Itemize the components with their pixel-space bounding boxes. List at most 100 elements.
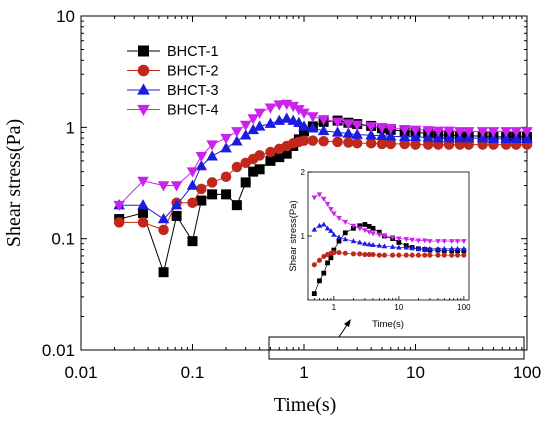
inset-data-point-bhct-2	[441, 252, 447, 258]
inset-data-point-bhct-4	[403, 237, 410, 243]
inset-data-point-bhct-4	[409, 237, 415, 243]
inset-data-point-bhct-4	[396, 236, 402, 242]
inset-data-point-bhct-2	[449, 252, 455, 258]
legend-item-bhct-1: BHCT-1	[127, 44, 219, 60]
data-point-bhct-2	[343, 137, 354, 148]
inset-data-point-bhct-2	[357, 251, 363, 257]
data-point-bhct-4	[376, 123, 388, 134]
data-point-bhct-4	[186, 167, 199, 178]
inset-data-point-bhct-4	[331, 211, 337, 217]
inset-data-point-bhct-2	[311, 262, 317, 268]
inset-data-point-bhct-3	[328, 228, 334, 233]
data-point-bhct-3	[247, 123, 259, 135]
zoom-region-box	[268, 336, 525, 360]
inset-y-axis-title: Shear stress(Pa)	[288, 200, 299, 271]
data-point-bhct-1	[265, 155, 276, 166]
data-point-bhct-3	[376, 129, 388, 141]
data-point-bhct-3	[365, 129, 377, 140]
data-point-bhct-2	[351, 137, 363, 149]
inset-data-point-bhct-3	[396, 244, 402, 250]
inset-data-point-bhct-4	[350, 223, 357, 229]
inset-data-point-bhct-4	[362, 228, 368, 234]
inset-series-bhct-2	[311, 250, 467, 268]
data-point-bhct-3	[137, 199, 149, 210]
data-point-bhct-2	[220, 171, 232, 182]
data-point-bhct-3	[351, 128, 363, 139]
inset-data-point-bhct-2	[316, 257, 322, 263]
inset-data-point-bhct-4	[366, 230, 372, 236]
legend-label: BHCT-1	[167, 44, 219, 60]
inset-data-point-bhct-2	[409, 252, 415, 258]
data-point-bhct-2	[231, 161, 243, 173]
inset-data-point-bhct-2	[422, 252, 428, 258]
inset-data-point-bhct-2	[427, 252, 433, 258]
data-point-bhct-3	[170, 199, 183, 210]
inset-data-point-bhct-1	[331, 247, 337, 253]
inset-data-point-bhct-4	[321, 196, 327, 202]
data-point-bhct-4	[331, 117, 344, 128]
inset-data-point-bhct-3	[389, 244, 396, 249]
data-point-bhct-4	[137, 176, 149, 187]
inset-data-point-bhct-2	[435, 252, 441, 258]
legend-label: BHCT-2	[167, 64, 219, 80]
legend: BHCT-1 BHCT-2 BHCT-3 BHCT-4	[127, 44, 219, 119]
inset-data-point-bhct-1	[357, 223, 363, 229]
inset-data-point-bhct-2	[415, 252, 421, 258]
data-point-bhct-4	[487, 127, 500, 138]
data-point-bhct-3	[385, 130, 397, 141]
inset-data-point-bhct-3	[454, 245, 461, 251]
legend-label: BHCT-4	[167, 103, 219, 119]
data-point-bhct-1	[254, 164, 265, 175]
y-tick-label: 0.1	[51, 230, 75, 249]
inset-data-point-bhct-2	[336, 250, 342, 256]
x-axis-title: Time(s)	[274, 394, 337, 416]
inset-x-tick-label: 100	[457, 303, 471, 312]
inset-data-point-bhct-3	[331, 231, 337, 237]
data-point-bhct-4	[500, 127, 512, 138]
data-point-bhct-4	[195, 151, 208, 163]
inset-x-tick-label: 1	[332, 303, 337, 312]
data-point-bhct-2	[254, 150, 265, 161]
zoom-pointer-arrowhead	[344, 319, 351, 327]
data-point-bhct-3	[220, 142, 232, 153]
data-point-bhct-3	[331, 126, 344, 137]
data-point-bhct-2	[385, 138, 397, 150]
data-point-bhct-3	[409, 130, 422, 142]
inset-data-point-bhct-4	[389, 235, 396, 241]
inset-data-point-bhct-4	[454, 239, 461, 244]
inset-data-point-bhct-2	[455, 252, 461, 258]
data-point-bhct-3	[186, 179, 199, 190]
data-point-bhct-1	[248, 166, 259, 177]
data-point-bhct-4	[298, 108, 310, 119]
inset-data-point-bhct-2	[342, 250, 348, 256]
legend-item-bhct-4: BHCT-4	[127, 103, 219, 119]
inset-data-point-bhct-3	[366, 241, 372, 247]
data-point-bhct-4	[409, 125, 422, 136]
inset-data-point-bhct-2	[403, 252, 409, 258]
inset-data-point-bhct-3	[342, 236, 349, 242]
data-point-bhct-2	[318, 135, 329, 147]
inset-data-point-bhct-4	[415, 238, 422, 244]
inset-data-point-bhct-1	[370, 225, 376, 231]
inset-data-point-bhct-2	[396, 252, 402, 258]
inset-data-point-bhct-3	[409, 245, 415, 251]
data-point-bhct-4	[398, 125, 411, 136]
y-tick-label: 1	[66, 118, 75, 137]
inset-data-point-bhct-1	[336, 238, 342, 244]
data-point-bhct-4	[385, 124, 397, 135]
inset-data-point-bhct-2	[381, 252, 387, 258]
y-tick-label: 10	[56, 7, 75, 26]
data-point-bhct-4	[253, 108, 266, 119]
data-point-bhct-4	[157, 181, 170, 192]
y-axis-title: Shear stress(Pa)	[3, 119, 25, 247]
y-tick-label: 0.01	[42, 341, 75, 360]
inset-data-point-bhct-3	[362, 240, 368, 246]
data-point-bhct-3	[307, 122, 319, 133]
data-point-bhct-4	[462, 127, 475, 138]
data-point-bhct-3	[432, 132, 445, 143]
inset-data-point-bhct-4	[381, 233, 388, 239]
data-point-bhct-3	[443, 132, 455, 143]
inset-data-point-bhct-4	[427, 239, 433, 244]
data-point-bhct-2	[298, 135, 310, 146]
